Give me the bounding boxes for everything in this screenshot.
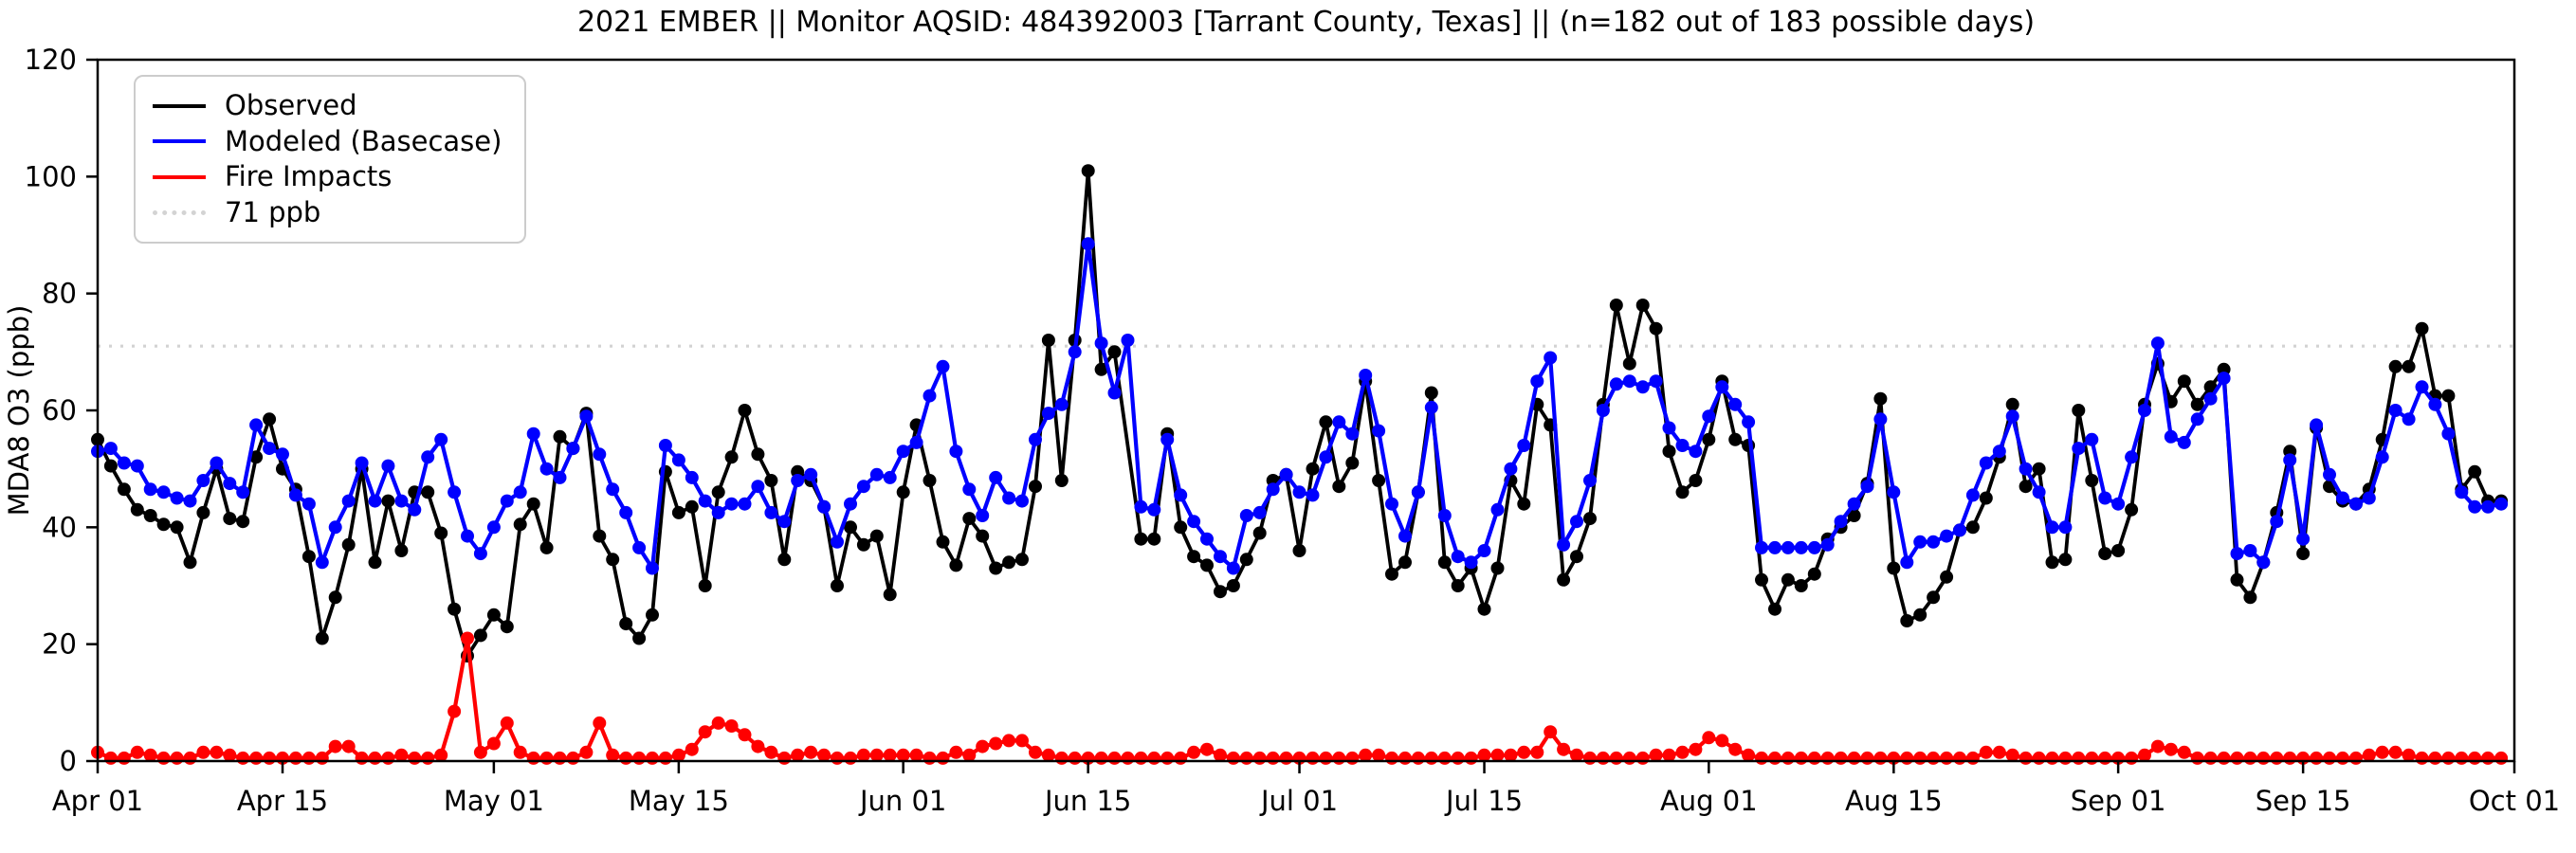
x-tick-label: Apr 15 bbox=[237, 785, 328, 817]
legend-item-fire: Fire Impacts bbox=[153, 159, 502, 195]
y-tick-label: 80 bbox=[42, 278, 77, 310]
x-tick-label: Oct 01 bbox=[2469, 785, 2560, 817]
threshold-line-swatch bbox=[153, 209, 206, 215]
legend-item-modeled: Modeled (Basecase) bbox=[153, 124, 502, 160]
series-fire-impacts bbox=[91, 631, 2509, 765]
y-tick-label: 0 bbox=[60, 745, 77, 777]
legend-label: Modeled (Basecase) bbox=[225, 124, 502, 157]
observed-line-swatch bbox=[153, 103, 206, 108]
x-tick-label: Aug 15 bbox=[1845, 785, 1943, 817]
legend-label: 71 ppb bbox=[225, 195, 321, 228]
chart-title: 2021 EMBER || Monitor AQSID: 484392003 [… bbox=[576, 6, 2036, 39]
x-tick-label: Apr 01 bbox=[52, 785, 143, 817]
y-tick-label: 100 bbox=[25, 160, 77, 192]
y-tick-label: 120 bbox=[25, 44, 77, 76]
y-axis-label: MDA8 O3 (ppb) bbox=[3, 305, 35, 517]
series-modeled-basecase- bbox=[91, 237, 2509, 575]
x-tick-label: May 01 bbox=[444, 785, 544, 817]
modeled-line-swatch bbox=[153, 139, 206, 144]
y-tick-label: 60 bbox=[42, 394, 77, 426]
x-axis: Apr 01 Apr 15 May 01 May 15 Jun 01 Jun 15 Jul … bbox=[52, 761, 2560, 817]
x-tick-label: Sep 01 bbox=[2071, 785, 2166, 817]
legend-label: Fire Impacts bbox=[225, 160, 393, 193]
x-tick-label: Jun 01 bbox=[858, 785, 946, 817]
legend-item-observed: Observed bbox=[153, 88, 502, 124]
y-tick-label: 40 bbox=[42, 511, 77, 543]
fire-line-swatch bbox=[153, 174, 206, 179]
legend-item-threshold: 71 ppb bbox=[153, 195, 502, 231]
x-tick-label: Jun 15 bbox=[1043, 785, 1131, 817]
x-tick-label: May 15 bbox=[629, 785, 729, 817]
x-tick-label: Sep 15 bbox=[2256, 785, 2351, 817]
x-tick-label: Jul 15 bbox=[1444, 785, 1523, 817]
legend-label: Observed bbox=[225, 89, 357, 122]
y-axis: 0 20 40 60 80 100 120 bbox=[25, 44, 98, 777]
legend: Observed Modeled (Basecase) Fire Impacts… bbox=[134, 75, 527, 244]
series-observed bbox=[91, 164, 2509, 662]
x-tick-label: Aug 01 bbox=[1660, 785, 1758, 817]
x-tick-label: Jul 01 bbox=[1259, 785, 1338, 817]
y-tick-label: 20 bbox=[42, 628, 77, 661]
